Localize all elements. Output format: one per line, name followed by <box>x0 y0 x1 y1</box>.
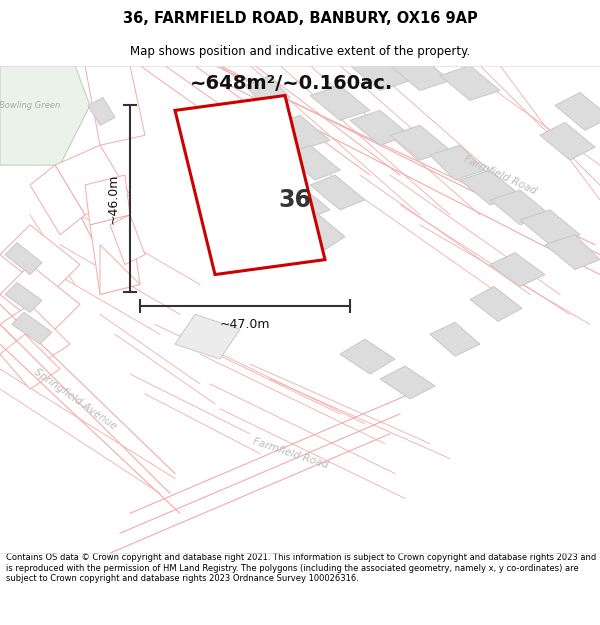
Text: ~648m²/~0.160ac.: ~648m²/~0.160ac. <box>190 74 393 94</box>
Polygon shape <box>310 86 370 121</box>
Polygon shape <box>175 96 325 274</box>
Polygon shape <box>5 282 42 312</box>
Polygon shape <box>5 242 42 274</box>
Polygon shape <box>285 145 340 180</box>
Polygon shape <box>270 116 330 150</box>
Polygon shape <box>310 175 365 210</box>
Polygon shape <box>460 170 520 205</box>
Polygon shape <box>0 334 60 389</box>
Polygon shape <box>540 122 595 160</box>
Polygon shape <box>175 314 240 359</box>
Polygon shape <box>440 66 500 101</box>
Polygon shape <box>85 175 130 225</box>
Polygon shape <box>545 235 600 269</box>
Polygon shape <box>350 111 410 145</box>
Polygon shape <box>0 225 80 294</box>
Polygon shape <box>555 92 600 130</box>
Text: Farmfield Road: Farmfield Road <box>462 154 538 196</box>
Polygon shape <box>275 185 330 220</box>
Text: Contains OS data © Crown copyright and database right 2021. This information is : Contains OS data © Crown copyright and d… <box>6 553 596 583</box>
Text: Map shows position and indicative extent of the property.: Map shows position and indicative extent… <box>130 45 470 58</box>
Polygon shape <box>380 366 435 399</box>
Polygon shape <box>12 312 52 344</box>
Polygon shape <box>470 286 522 321</box>
Polygon shape <box>520 210 580 245</box>
Polygon shape <box>340 339 395 374</box>
Text: ~47.0m: ~47.0m <box>220 318 270 331</box>
Polygon shape <box>85 66 145 145</box>
Polygon shape <box>350 56 410 91</box>
Polygon shape <box>430 322 480 356</box>
Polygon shape <box>295 212 345 249</box>
Polygon shape <box>30 165 85 235</box>
Polygon shape <box>390 126 450 160</box>
Text: Bowling Green: Bowling Green <box>0 101 61 110</box>
Polygon shape <box>430 145 485 180</box>
Polygon shape <box>0 304 70 364</box>
Polygon shape <box>55 145 130 215</box>
Polygon shape <box>110 215 145 264</box>
Text: Farmfield Road: Farmfield Road <box>251 437 329 471</box>
Polygon shape <box>245 76 290 108</box>
Polygon shape <box>390 56 450 91</box>
Text: ~46.0m: ~46.0m <box>107 174 120 224</box>
Text: 36, FARMFIELD ROAD, BANBURY, OX16 9AP: 36, FARMFIELD ROAD, BANBURY, OX16 9AP <box>122 11 478 26</box>
Polygon shape <box>490 190 550 225</box>
Polygon shape <box>490 253 545 286</box>
Polygon shape <box>90 215 140 294</box>
Polygon shape <box>0 66 90 165</box>
Polygon shape <box>0 264 80 334</box>
Text: Springfield Avenue: Springfield Avenue <box>32 367 118 431</box>
Polygon shape <box>100 245 140 294</box>
Polygon shape <box>88 98 115 126</box>
Text: 36: 36 <box>278 188 311 212</box>
